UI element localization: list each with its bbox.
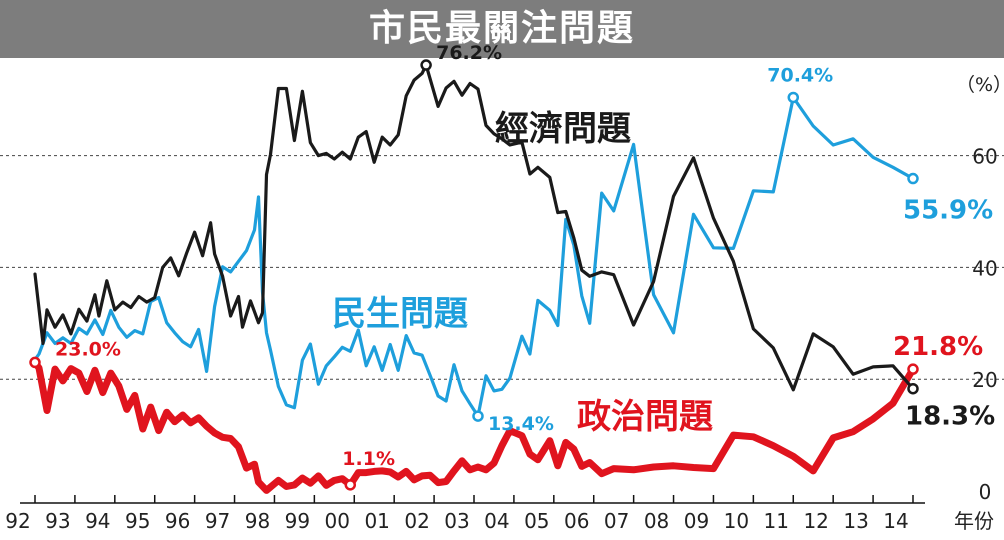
data-label: 18.3% [905, 402, 995, 432]
grid-lines [0, 155, 1004, 380]
y-tick-label: 20 [972, 368, 997, 392]
series-label: 經濟問題 [495, 109, 631, 149]
annotations: 76.2% 18.3% 70.4% 13.4% 55.9% 23.0% 1.1% 21.8% [29, 42, 995, 491]
x-tick-label: 94 [85, 509, 110, 533]
x-tick-label: 96 [165, 509, 190, 533]
x-axis: 92 93 94 95 96 97 98 99 00 01 02 03 04 05 06 07 08 09 10 11… [5, 495, 994, 533]
series-line [33, 95, 915, 418]
y-tick-label: 40 [972, 256, 997, 280]
y-tick-label: 0 [979, 480, 992, 504]
data-marker [420, 59, 432, 71]
series-lines [31, 63, 917, 494]
data-label: 1.1% [342, 448, 395, 470]
x-tick-label: 00 [325, 509, 350, 533]
x-tick-label: 98 [245, 509, 270, 533]
x-tick-label: 02 [404, 509, 429, 533]
data-marker [472, 410, 484, 422]
series-line [33, 63, 915, 392]
y-axis: 0 20 40 60 （%） [956, 74, 1004, 504]
chart-title: 市民最關注問題 [368, 8, 635, 49]
data-label: 13.4% [488, 413, 554, 435]
data-label: 21.8% [893, 332, 983, 362]
x-tick-label: 10 [724, 509, 749, 533]
x-tick-label: 04 [484, 509, 509, 533]
x-tick-label: 07 [604, 509, 629, 533]
data-marker [344, 479, 357, 491]
x-tick-label: 09 [684, 509, 709, 533]
series-label: 政治問題 [577, 397, 713, 437]
x-tick-label: 05 [524, 509, 549, 533]
x-tick-label: 12 [803, 509, 828, 533]
x-tick-label: 08 [644, 509, 669, 533]
x-tick-label: 92 [5, 509, 30, 533]
data-label: 70.4% [767, 64, 833, 86]
series-line [31, 358, 917, 494]
x-tick-label: 13 [843, 509, 868, 533]
x-tick-label: 03 [444, 509, 469, 533]
x-axis-label: 年份 [954, 509, 994, 533]
x-tick-label: 11 [764, 509, 789, 533]
x-tick-label: 01 [364, 509, 389, 533]
x-tick-label: 97 [205, 509, 230, 533]
data-marker [787, 91, 800, 104]
series-label: 民生問題 [332, 294, 468, 334]
x-tick-label: 14 [883, 509, 908, 533]
x-tick-label: 95 [125, 509, 150, 533]
data-marker [907, 172, 919, 185]
data-label: 55.9% [903, 196, 993, 226]
x-tick-label: 99 [285, 509, 310, 533]
data-marker [907, 382, 919, 395]
x-tick-label: 93 [45, 509, 70, 533]
data-marker [29, 356, 41, 369]
data-label: 76.2% [436, 42, 502, 64]
y-tick-label: 60 [972, 145, 997, 169]
data-marker [907, 363, 919, 375]
title-banner [0, 0, 1004, 58]
data-label: 23.0% [55, 338, 121, 360]
x-tick-label: 06 [564, 509, 589, 533]
y-axis-label: （%） [956, 74, 1004, 96]
